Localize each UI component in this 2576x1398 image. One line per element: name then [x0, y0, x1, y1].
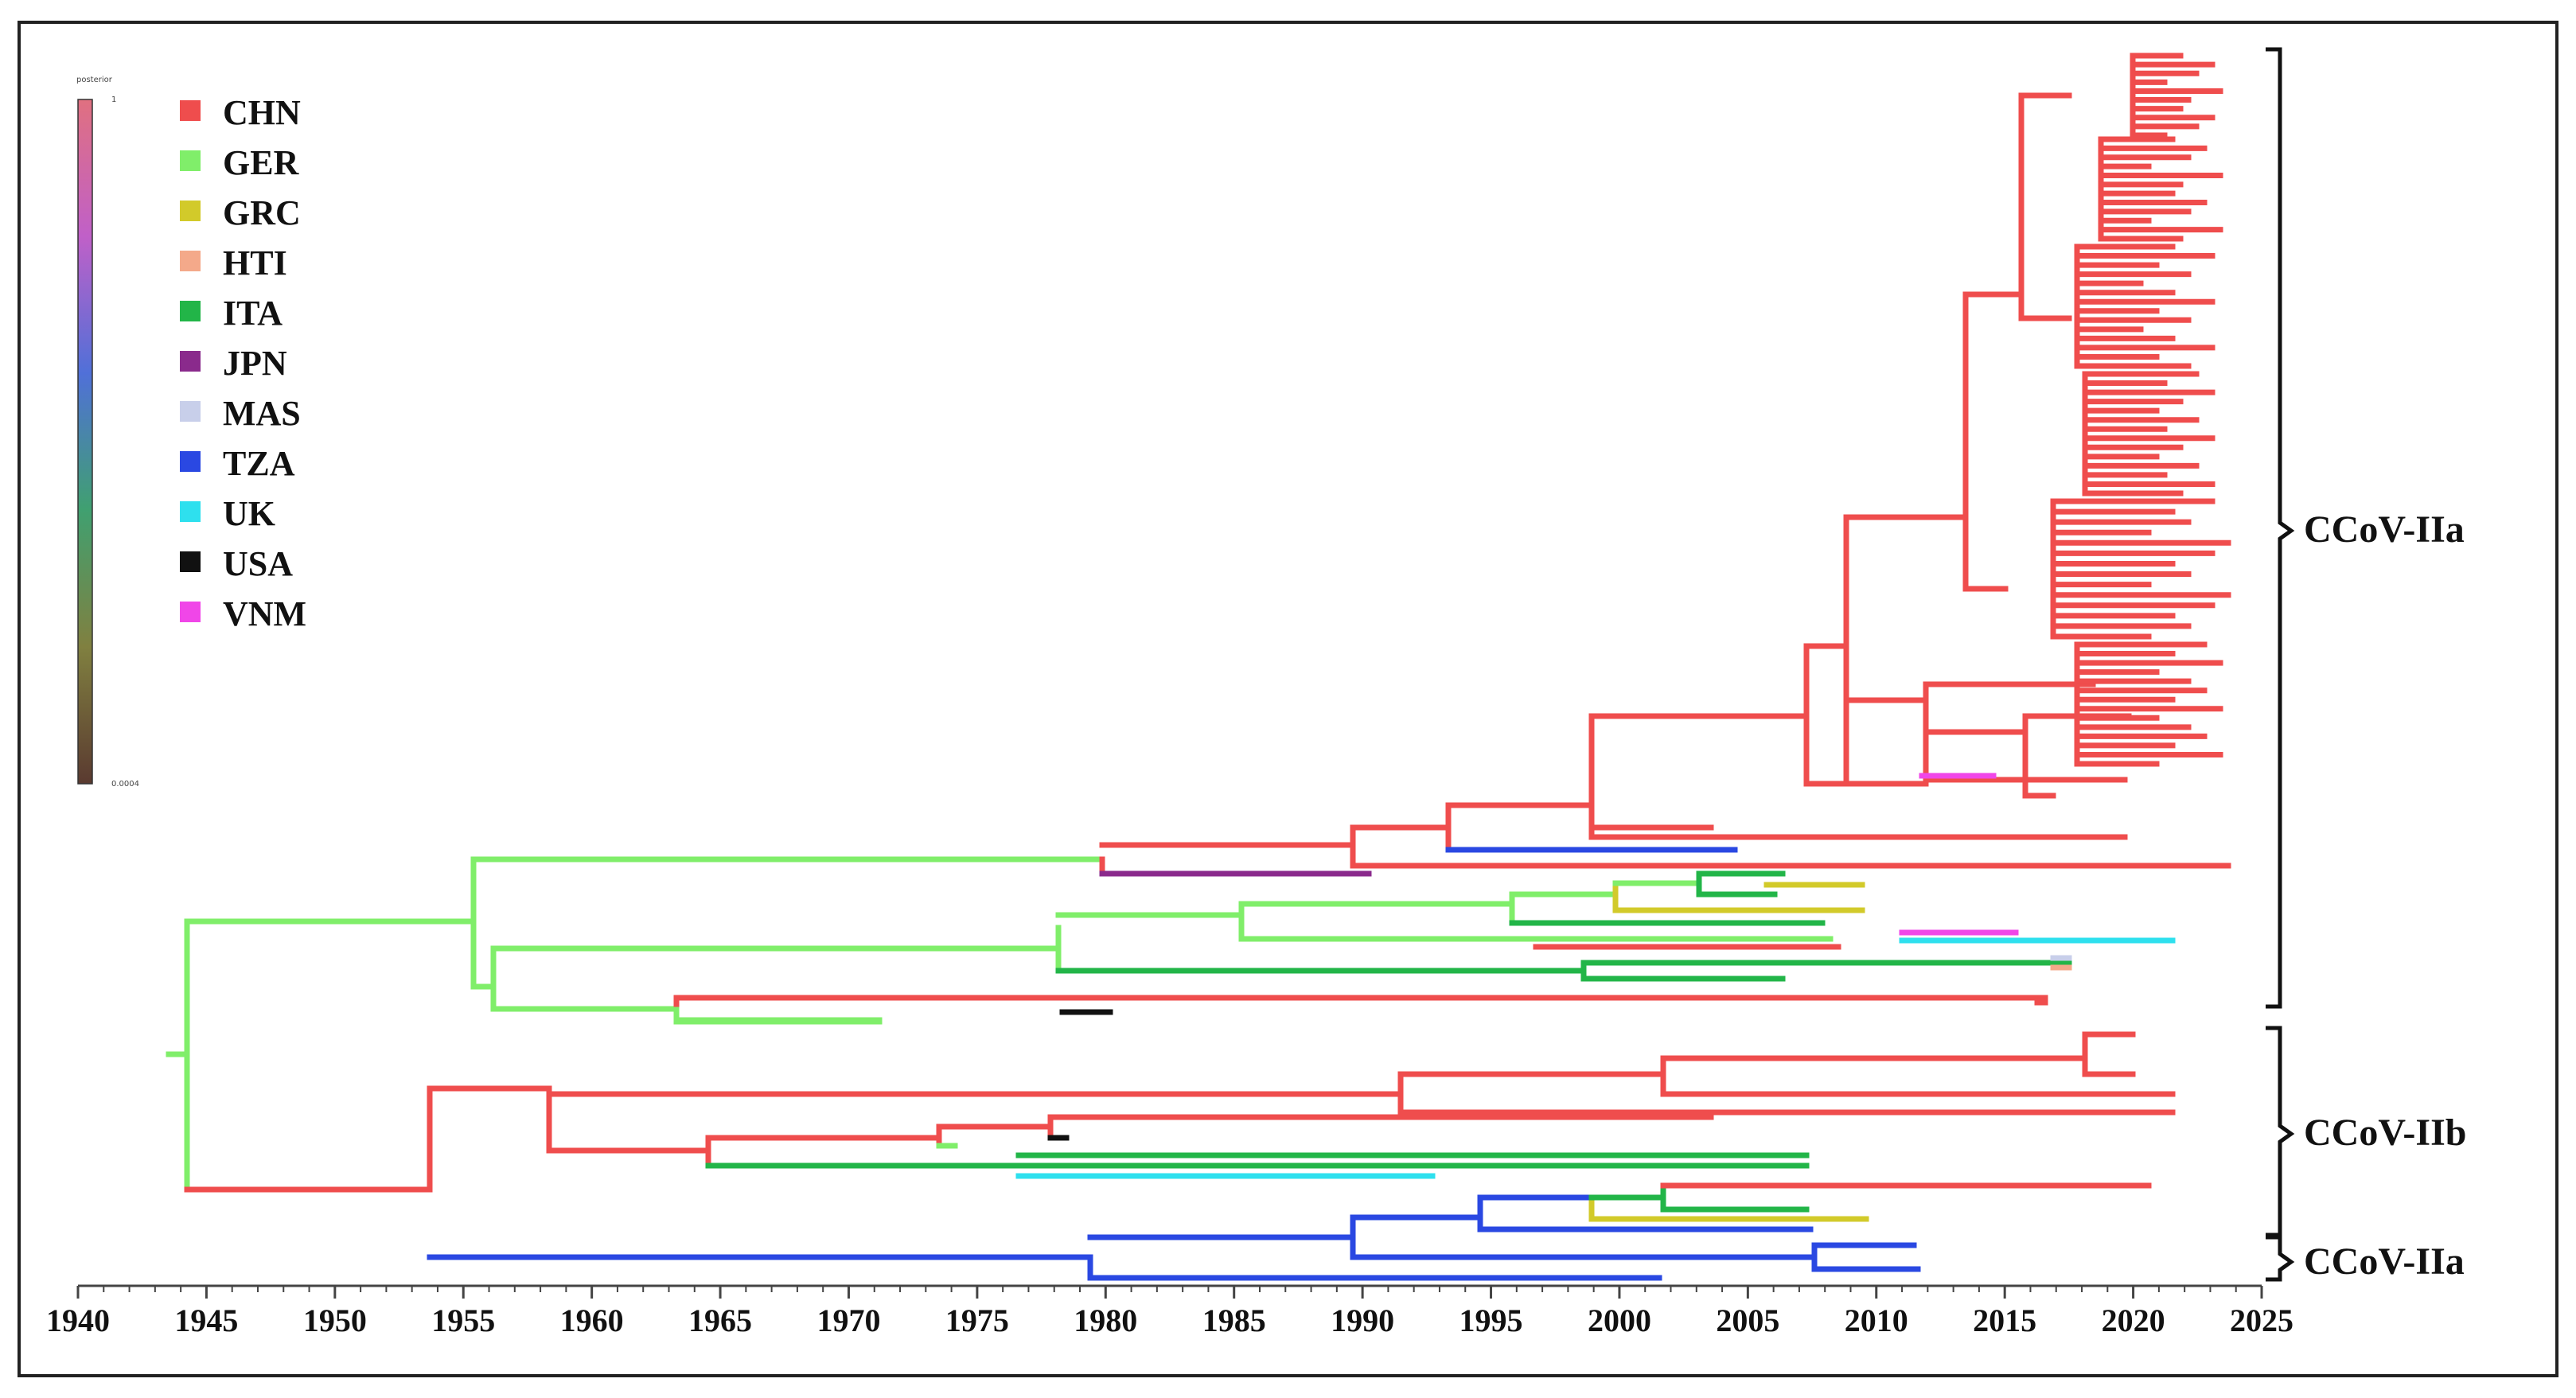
legend-key-uk — [180, 501, 201, 522]
tick-label-1985: 1985 — [1202, 1303, 1266, 1338]
tick-label-2025: 2025 — [2230, 1303, 2293, 1338]
tick-label-2010: 2010 — [1844, 1303, 1908, 1338]
legend-key-grc — [180, 201, 201, 221]
clade-label-iia-top: CCoV-IIa — [2304, 508, 2465, 551]
tick-label-1950: 1950 — [302, 1303, 367, 1338]
tick-label-1955: 1955 — [431, 1303, 496, 1338]
clade-bracket — [2266, 1235, 2295, 1282]
colorbar-min-label: 0.0004 — [111, 780, 139, 789]
time-axis — [76, 1284, 2263, 1299]
legend-key-tza — [180, 451, 201, 472]
tick-label-1940: 1940 — [46, 1303, 110, 1338]
legend-key-usa — [180, 551, 201, 572]
figure-frame — [18, 21, 2558, 1377]
tick-label-1970: 1970 — [816, 1303, 881, 1338]
posterior-colorbar — [77, 99, 93, 785]
tree-branches — [166, 53, 2231, 1281]
tick-label-2015: 2015 — [1973, 1303, 2037, 1338]
legend-label-mas: MAS — [223, 394, 301, 433]
tick-label-1975: 1975 — [945, 1303, 1009, 1338]
legend-label-vnm: VNM — [223, 594, 307, 633]
colorbar-max-label: 1 — [111, 95, 117, 104]
clade-label-iib: CCoV-IIb — [2304, 1112, 2467, 1154]
clade-label-iia-bottom: CCoV-IIa — [2304, 1240, 2465, 1283]
colorbar-title: posterior — [76, 76, 112, 84]
clade-bracket — [2266, 47, 2295, 1009]
tick-label-1945: 1945 — [174, 1303, 239, 1338]
legend-label-ita: ITA — [223, 294, 283, 333]
tick-label-1960: 1960 — [559, 1303, 624, 1338]
tick-label-1990: 1990 — [1331, 1303, 1395, 1338]
legend-key-hti — [180, 251, 201, 271]
tick-label-2020: 2020 — [2101, 1303, 2165, 1338]
legend-label-tza: TZA — [223, 444, 295, 483]
legend-key-jpn — [180, 351, 201, 372]
clade-brackets — [2266, 47, 2295, 1282]
legend-key-vnm — [180, 602, 201, 622]
legend-key-mas — [180, 401, 201, 422]
legend-label-usa: USA — [223, 544, 294, 583]
clade-bracket — [2266, 1026, 2295, 1237]
legend-label-grc: GRC — [223, 193, 301, 232]
tick-label-1995: 1995 — [1459, 1303, 1523, 1338]
legend-label-uk: UK — [223, 494, 275, 533]
legend-label-hti: HTI — [223, 243, 287, 282]
legend-key-ita — [180, 301, 201, 321]
legend-key-chn — [180, 100, 201, 121]
tick-label-2005: 2005 — [1716, 1303, 1780, 1338]
legend-label-chn: CHN — [223, 93, 301, 132]
tick-label-1965: 1965 — [688, 1303, 753, 1338]
tick-label-2000: 2000 — [1587, 1303, 1651, 1338]
legend-key-ger — [180, 150, 201, 171]
tick-label-1980: 1980 — [1074, 1303, 1138, 1338]
legend-label-ger: GER — [223, 143, 299, 182]
legend-label-jpn: JPN — [223, 344, 287, 383]
